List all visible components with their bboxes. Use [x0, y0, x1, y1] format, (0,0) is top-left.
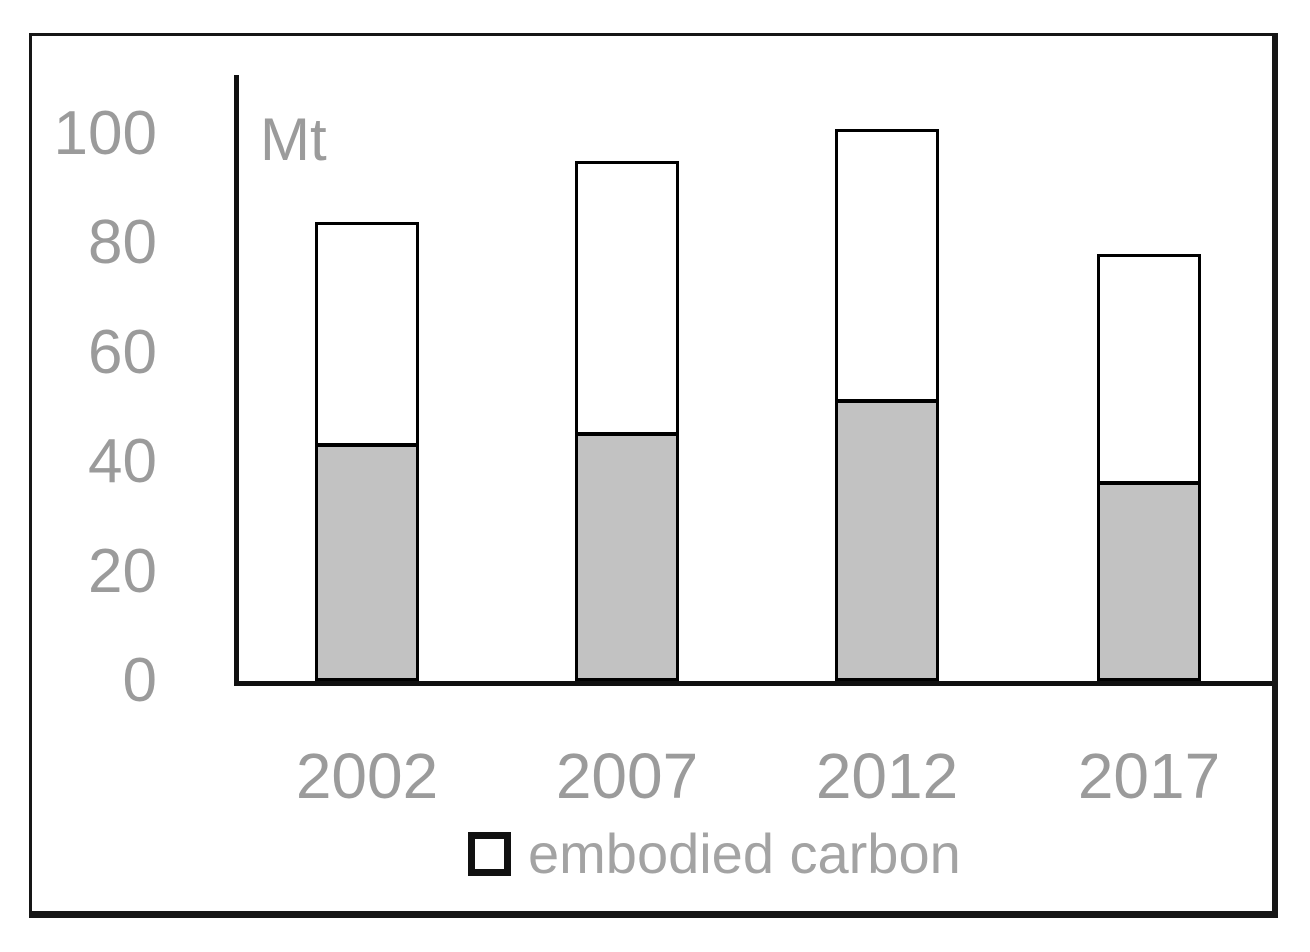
- bar-2017-embodied-carbon-segment: [1100, 257, 1198, 481]
- bar-2007-embodied-carbon-segment: [578, 164, 676, 432]
- bar-2017: [1097, 254, 1201, 681]
- y-tick-label-60: 60: [88, 317, 157, 387]
- x-axis-labels: 2002 2007 2012 2017: [32, 36, 1272, 911]
- legend-label-embodied-carbon: embodied carbon: [528, 822, 961, 885]
- bar-2002-embodied-carbon-segment: [318, 225, 416, 443]
- legend-swatch-embodied-carbon: [468, 832, 511, 876]
- bar-2012-embodied-carbon-segment: [838, 132, 936, 399]
- x-tick-label-2012: 2012: [815, 740, 959, 812]
- bar-2017-gray-segment: [1100, 481, 1198, 678]
- legend: embodied carbon: [468, 826, 961, 882]
- y-tick-label-40: 40: [88, 426, 157, 496]
- bar-2007: [575, 161, 679, 681]
- bars: [32, 36, 1272, 911]
- chart-frame: Mt 0 20 40 60 80 100 2002 2007 2012 2017 embodie…: [29, 33, 1278, 918]
- y-tick-label-20: 20: [88, 536, 157, 606]
- y-tick-label-0: 0: [122, 645, 157, 715]
- y-axis-unit-label: Mt: [260, 106, 327, 173]
- x-tick-label-2002: 2002: [295, 740, 439, 812]
- bar-2007-gray-segment: [578, 432, 676, 678]
- plot-area: Mt 0 20 40 60 80 100 2002 2007 2012 2017 embodie…: [32, 36, 1272, 911]
- bar-2002: [315, 222, 419, 681]
- x-tick-label-2017: 2017: [1077, 740, 1221, 812]
- bar-2002-gray-segment: [318, 443, 416, 678]
- y-axis-ticks: 0 20 40 60 80 100: [32, 36, 157, 911]
- bar-2012-gray-segment: [838, 399, 936, 678]
- y-tick-label-80: 80: [88, 208, 157, 278]
- bar-2012: [835, 129, 939, 681]
- x-axis-line: [234, 681, 1272, 686]
- x-tick-label-2007: 2007: [555, 740, 699, 812]
- y-tick-label-100: 100: [53, 98, 157, 168]
- y-axis-line: [234, 75, 239, 686]
